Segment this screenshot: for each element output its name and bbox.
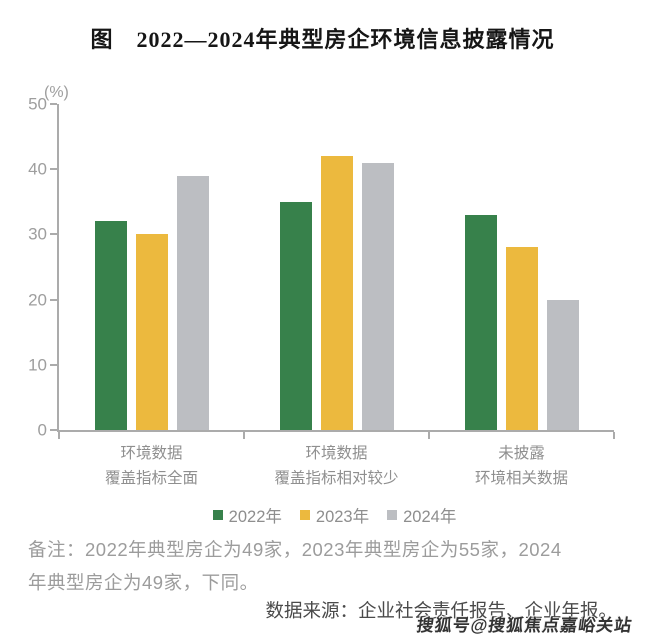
y-axis-label-30: 30	[28, 224, 47, 244]
bar-2024年-group1	[176, 175, 209, 430]
plot-area: 0 10 20 30 40 50 环境数据 覆盖指标全面 环境数据 覆盖指标相对较少 未披露 环…	[28, 96, 615, 487]
bar-2022年-group3	[464, 214, 497, 430]
legend-item-2022年: 2022年	[212, 503, 282, 527]
x-axis-tick-1	[243, 432, 245, 439]
chart-title: 图 2022—2024年典型房企环境信息披露情况	[90, 27, 555, 52]
legend-swatch-2023年	[299, 510, 310, 520]
legend-item-2024年: 2024年	[387, 503, 456, 527]
y-axis-label-0: 0	[37, 420, 47, 440]
y-axis-tick-20	[50, 298, 57, 301]
y-axis-tick-0	[50, 429, 57, 431]
bar-2022年-group2	[279, 201, 312, 430]
legend-label-2023年: 2023年	[315, 508, 370, 526]
watermark: 搜狐号@搜狐焦点嘉峪关站	[415, 616, 635, 635]
note-line-2: 年典型房企为49家，下同。	[28, 572, 259, 593]
x-axis-tick-0	[58, 432, 60, 439]
x-axis-tick-2	[428, 432, 430, 439]
bar-2024年-group2	[361, 162, 394, 430]
bar-group-3	[429, 104, 614, 430]
y-axis-tick-40	[50, 168, 57, 171]
y-axis-unit-label: (%)	[44, 84, 69, 101]
bar-group-2	[244, 104, 429, 430]
y-axis-label-50: 50	[28, 94, 47, 114]
category-label-1: 环境数据 覆盖指标全面	[104, 445, 198, 487]
bar-2023年-group2	[320, 156, 353, 430]
legend-swatch-2024年	[387, 510, 398, 520]
y-axis-tick-10	[50, 363, 57, 366]
note-text: 备注：2022年典型房企为49家，2023年典型房企为55家，2024 年典型房…	[28, 533, 562, 599]
legend-label-2022年: 2022年	[228, 508, 282, 526]
category-label-3: 未披露 环境相关数据	[474, 445, 568, 487]
y-axis-label-10: 10	[28, 355, 47, 375]
bar-group-1	[59, 104, 244, 430]
y-axis-label-20: 20	[28, 290, 47, 310]
legend-swatch-2022年	[212, 510, 223, 520]
legend: 2022年 2023年 2024年	[57, 503, 612, 527]
source-text: 数据来源：企业社会责任报告、企业年报。	[265, 600, 617, 621]
category-label-2: 环境数据 覆盖指标相对较少	[274, 445, 399, 487]
note-line-1: 备注：2022年典型房企为49家，2023年典型房企为55家，2024	[28, 539, 562, 560]
legend-item-2023年: 2023年	[299, 503, 370, 527]
x-axis-tick-end	[613, 432, 615, 439]
bar-2022年-group1	[94, 221, 127, 430]
y-axis-label-40: 40	[28, 159, 47, 179]
bar-2023年-group1	[135, 234, 168, 430]
y-axis-tick-50	[50, 103, 57, 105]
bar-2023年-group3	[505, 247, 538, 430]
legend-label-2024年: 2024年	[403, 508, 457, 526]
bar-2024年-group3	[546, 299, 579, 430]
y-axis-tick-30	[50, 233, 57, 236]
